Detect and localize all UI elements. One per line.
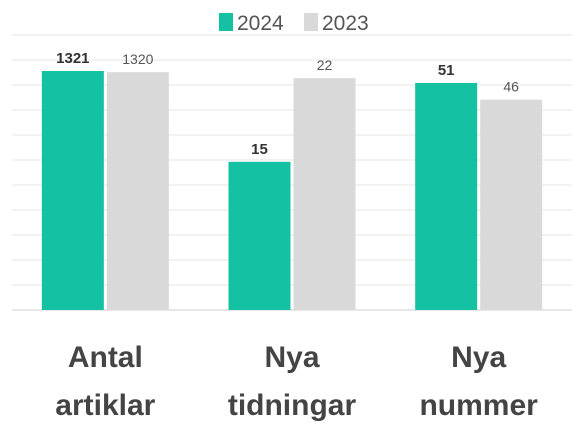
category-label-0-line-1: artiklar [55,389,155,422]
legend-swatch-2024 [219,13,233,31]
data-label-2024-0: 1321 [56,50,89,67]
bars [41,71,543,311]
gridlines [12,34,572,311]
legend-label-2023: 2023 [322,12,369,35]
category-labels: Antal artiklar Nya tidningar Nya nummer [55,341,538,422]
bar-2023-2 [480,99,543,311]
category-label-1-line-0: Nya [264,341,319,374]
category-label-1-line-1: tidningar [228,389,357,422]
data-label-2023-2: 46 [503,79,519,95]
bar-2024-0 [41,71,104,310]
data-label-2024-1: 15 [251,141,268,158]
data-labels: 1321 1320 15 22 51 46 [56,50,519,158]
category-label-0-line-0: Antal [68,341,143,374]
category-label-2-line-1: nummer [419,389,538,422]
legend: 2024 2023 [219,12,369,35]
legend-swatch-2023 [304,13,318,31]
data-label-2023-1: 22 [317,57,333,73]
data-label-2023-0: 1320 [122,51,153,67]
legend-label-2024: 2024 [237,12,284,35]
data-label-2024-2: 51 [438,62,455,79]
bar-2023-1 [293,78,356,310]
bar-2024-1 [228,161,291,310]
category-label-2-line-0: Nya [451,341,506,374]
bar-2023-0 [106,72,169,310]
bar-2024-2 [415,82,478,310]
